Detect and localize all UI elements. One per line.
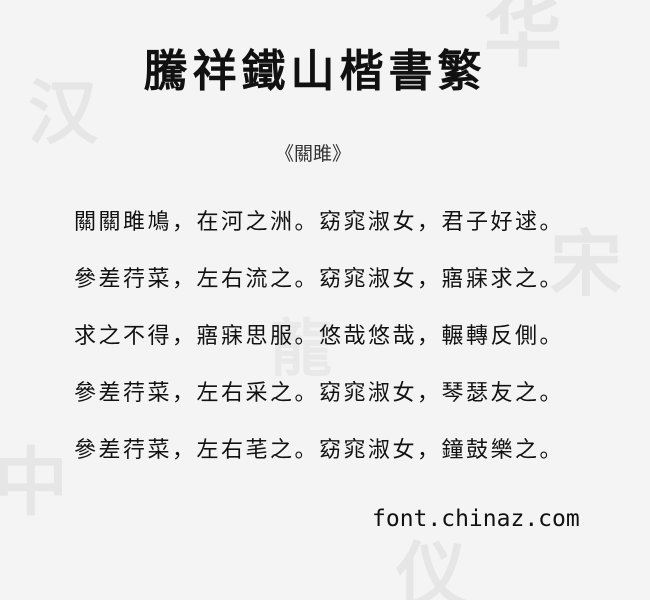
watermark-char: 华 <box>484 0 563 78</box>
watermark-char: 汉 <box>28 71 98 154</box>
watermark-char: 龍 <box>270 312 333 385</box>
poem-line: 參差荇菜，左右芼之。窈窕淑女，鐘鼓樂之。 <box>74 438 565 463</box>
font-name-title: 騰祥鐵山楷書繁 <box>143 46 487 97</box>
poem-body: 關關雎鳩，在河之洲。窈窕淑女，君子好逑。 參差荇菜，左右流之。窈窕淑女，寤寐求之… <box>74 212 614 497</box>
watermark-char: 仪 <box>396 533 466 600</box>
poem-line: 參差荇菜，左右流之。窈窕淑女，寤寐求之。 <box>74 267 565 292</box>
poem-line: 關關雎鳩，在河之洲。窈窕淑女，君子好逑。 <box>74 210 565 235</box>
watermark-char: 中 <box>0 440 68 526</box>
site-label: font.chinaz.com <box>372 506 580 532</box>
poem-line: 求之不得，寤寐思服。悠哉悠哉，輾轉反側。 <box>74 324 565 349</box>
poem-title: 《關雎》 <box>274 143 351 165</box>
poem-line: 參差荇菜，左右采之。窈窕淑女，琴瑟友之。 <box>74 381 565 406</box>
watermark-char: 宋 <box>550 221 623 306</box>
